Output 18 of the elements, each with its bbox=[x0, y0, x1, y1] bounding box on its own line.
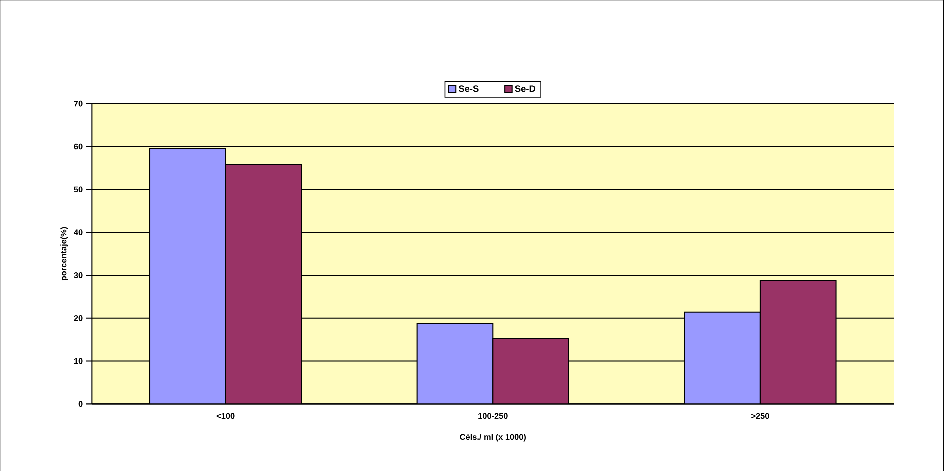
bar bbox=[760, 280, 837, 404]
y-axis-title: porcentaje(%) bbox=[60, 228, 68, 281]
bar bbox=[492, 338, 570, 404]
bar bbox=[225, 164, 302, 404]
y-tick-label: 30 bbox=[74, 272, 83, 279]
legend-label: Se-S bbox=[458, 86, 479, 92]
x-tick-label: >250 bbox=[752, 413, 770, 420]
x-axis-title: Céls./ ml (x 1000) bbox=[460, 434, 526, 442]
x-tick-label: <100 bbox=[216, 413, 235, 420]
y-tick-label: 70 bbox=[74, 101, 83, 107]
y-tick-label: 50 bbox=[74, 186, 83, 193]
y-tick-label: 10 bbox=[74, 358, 83, 364]
x-tick-label: 100-250 bbox=[478, 413, 508, 420]
y-tick-label: 20 bbox=[74, 316, 83, 322]
legend-label: Se-D bbox=[515, 86, 536, 92]
y-tick-label: 0 bbox=[78, 402, 83, 408]
y-tick-label: 60 bbox=[74, 144, 83, 150]
y-tick-label: 40 bbox=[74, 230, 83, 236]
